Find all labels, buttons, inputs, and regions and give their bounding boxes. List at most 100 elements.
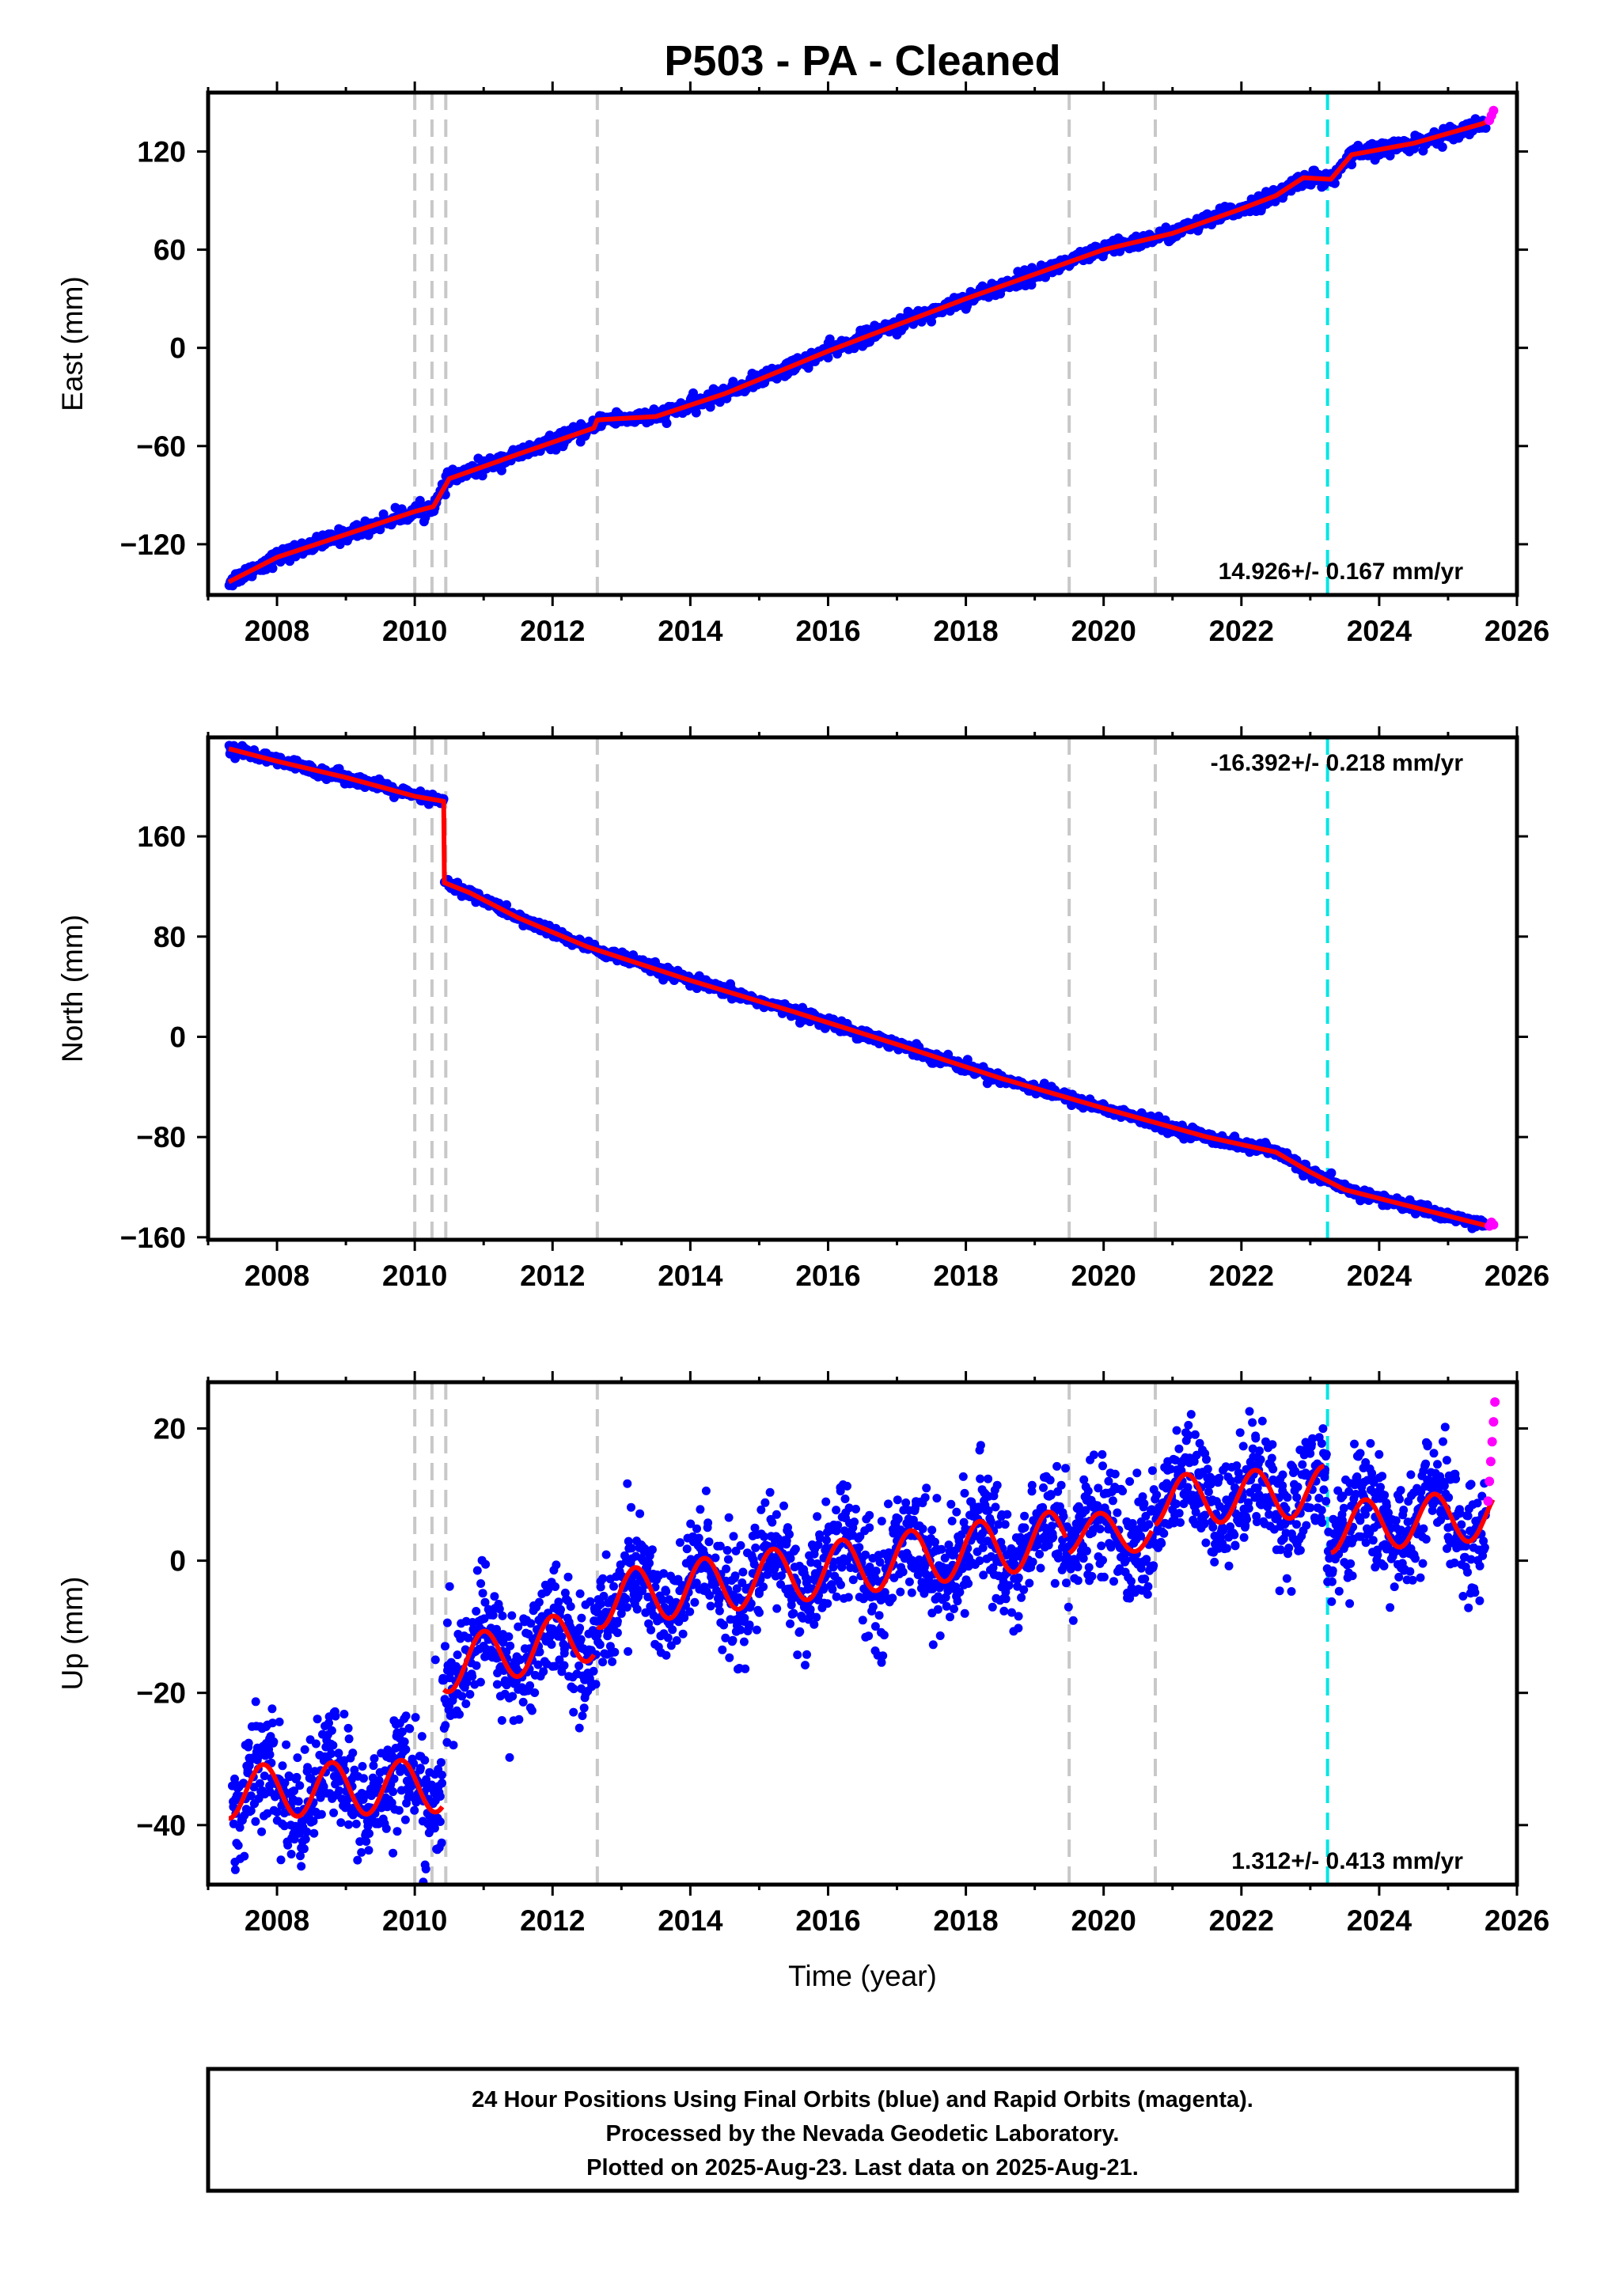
final-orbit-point bbox=[944, 1540, 954, 1550]
final-orbit-point bbox=[855, 1543, 864, 1552]
final-orbit-point bbox=[569, 1684, 578, 1694]
final-orbit-point bbox=[741, 1664, 750, 1673]
final-orbit-point bbox=[1041, 272, 1050, 282]
final-orbit-point bbox=[627, 1544, 636, 1553]
final-orbit-point bbox=[738, 1567, 748, 1577]
final-orbit-point bbox=[1017, 1593, 1026, 1602]
final-orbit-point bbox=[342, 1802, 351, 1811]
x-tick-label: 2008 bbox=[245, 1260, 309, 1292]
final-orbit-point bbox=[1437, 142, 1447, 152]
final-orbit-point bbox=[960, 1488, 969, 1498]
y-tick-label: 60 bbox=[154, 234, 186, 267]
final-orbit-point bbox=[691, 407, 701, 418]
final-orbit-point bbox=[917, 1578, 927, 1587]
final-orbit-point bbox=[436, 1758, 446, 1767]
final-orbit-point bbox=[865, 1510, 874, 1520]
final-orbit-point bbox=[589, 1666, 598, 1676]
final-orbit-point bbox=[351, 1819, 361, 1828]
final-orbit-point bbox=[645, 1559, 654, 1568]
final-orbit-point bbox=[686, 1519, 696, 1529]
final-orbit-point bbox=[370, 1754, 379, 1764]
final-orbit-point bbox=[421, 1864, 430, 1874]
final-orbit-point bbox=[445, 1582, 454, 1591]
final-orbit-point bbox=[265, 1750, 275, 1760]
final-orbit-point bbox=[598, 1658, 608, 1667]
final-orbit-point bbox=[472, 1607, 481, 1616]
final-orbit-point bbox=[294, 1797, 303, 1806]
final-orbit-point bbox=[832, 1592, 841, 1601]
y-tick-label: −120 bbox=[120, 529, 186, 561]
final-orbit-point bbox=[476, 1579, 486, 1588]
final-orbit-point bbox=[335, 1786, 344, 1795]
final-orbit-point bbox=[763, 1570, 772, 1579]
final-orbit-point bbox=[806, 1605, 815, 1614]
x-tick-label: 2026 bbox=[1485, 1260, 1549, 1292]
final-orbit-point bbox=[609, 1582, 618, 1591]
final-orbit-point bbox=[988, 1602, 997, 1612]
final-orbit-point bbox=[875, 1558, 885, 1567]
rapid-orbit-point bbox=[1488, 105, 1499, 116]
final-orbit-point bbox=[576, 1635, 586, 1644]
final-orbit-point bbox=[740, 1613, 749, 1623]
final-orbit-point bbox=[230, 1865, 240, 1874]
final-orbit-point bbox=[518, 1697, 528, 1707]
final-orbit-point bbox=[777, 1571, 786, 1581]
final-orbit-point bbox=[569, 1707, 578, 1717]
final-orbit-point bbox=[950, 1605, 958, 1613]
final-orbit-point bbox=[848, 1575, 858, 1585]
final-orbit-point bbox=[672, 1636, 681, 1645]
final-orbit-point bbox=[884, 1499, 893, 1509]
final-orbit-point bbox=[610, 1647, 620, 1657]
x-tick-label: 2012 bbox=[520, 1260, 585, 1292]
final-orbit-point bbox=[343, 1723, 353, 1733]
final-orbit-point bbox=[1020, 1511, 1030, 1521]
final-orbit-point bbox=[362, 1837, 371, 1846]
final-orbit-point bbox=[381, 1824, 391, 1833]
final-orbit-point bbox=[400, 1815, 410, 1824]
final-orbit-point bbox=[329, 1808, 339, 1817]
final-orbit-point bbox=[893, 1514, 903, 1524]
final-orbit-point bbox=[964, 1579, 973, 1588]
final-orbit-point bbox=[598, 1574, 608, 1583]
final-orbit-point bbox=[715, 1606, 724, 1616]
final-orbit-point bbox=[612, 1628, 622, 1638]
x-tick-label: 2020 bbox=[1071, 1260, 1136, 1292]
final-orbit-point bbox=[557, 1632, 567, 1642]
final-orbit-point bbox=[991, 1502, 1000, 1512]
final-orbit-point bbox=[783, 1523, 792, 1533]
final-orbit-point bbox=[1062, 1578, 1071, 1588]
final-orbit-point bbox=[680, 1613, 689, 1623]
final-orbit-point bbox=[1326, 1168, 1337, 1178]
final-orbit-point bbox=[705, 402, 715, 412]
final-orbit-point bbox=[768, 1517, 777, 1527]
final-orbit-point bbox=[933, 1605, 942, 1614]
final-orbit-point bbox=[802, 1650, 811, 1659]
x-tick-label: 2020 bbox=[1071, 615, 1136, 647]
final-orbit-point bbox=[976, 1441, 985, 1450]
final-orbit-point bbox=[401, 1745, 411, 1754]
final-orbit-point bbox=[290, 1786, 299, 1795]
final-orbit-point bbox=[1056, 1480, 1066, 1490]
final-orbit-point bbox=[786, 1619, 794, 1628]
final-orbit-point bbox=[290, 1835, 299, 1844]
final-orbit-point bbox=[1015, 1536, 1025, 1546]
final-orbit-point bbox=[400, 1737, 409, 1746]
final-orbit-point bbox=[935, 1631, 945, 1640]
final-orbit-point bbox=[422, 1775, 431, 1784]
final-orbit-point bbox=[468, 1672, 477, 1681]
final-orbit-point bbox=[752, 1625, 761, 1635]
final-orbit-point bbox=[317, 1809, 326, 1819]
final-orbit-point bbox=[344, 1820, 353, 1829]
final-orbit-point bbox=[995, 289, 1006, 299]
final-orbit-point bbox=[756, 1505, 766, 1514]
final-orbit-point bbox=[357, 1847, 366, 1857]
final-orbit-point bbox=[913, 1570, 923, 1579]
final-orbit-point bbox=[263, 1809, 272, 1818]
final-orbit-point bbox=[813, 1540, 823, 1550]
final-orbit-point bbox=[348, 1749, 358, 1758]
final-orbit-point bbox=[643, 1593, 653, 1601]
final-orbit-point bbox=[666, 1641, 676, 1650]
final-orbit-point bbox=[736, 1625, 745, 1635]
final-orbit-point bbox=[685, 1607, 695, 1616]
